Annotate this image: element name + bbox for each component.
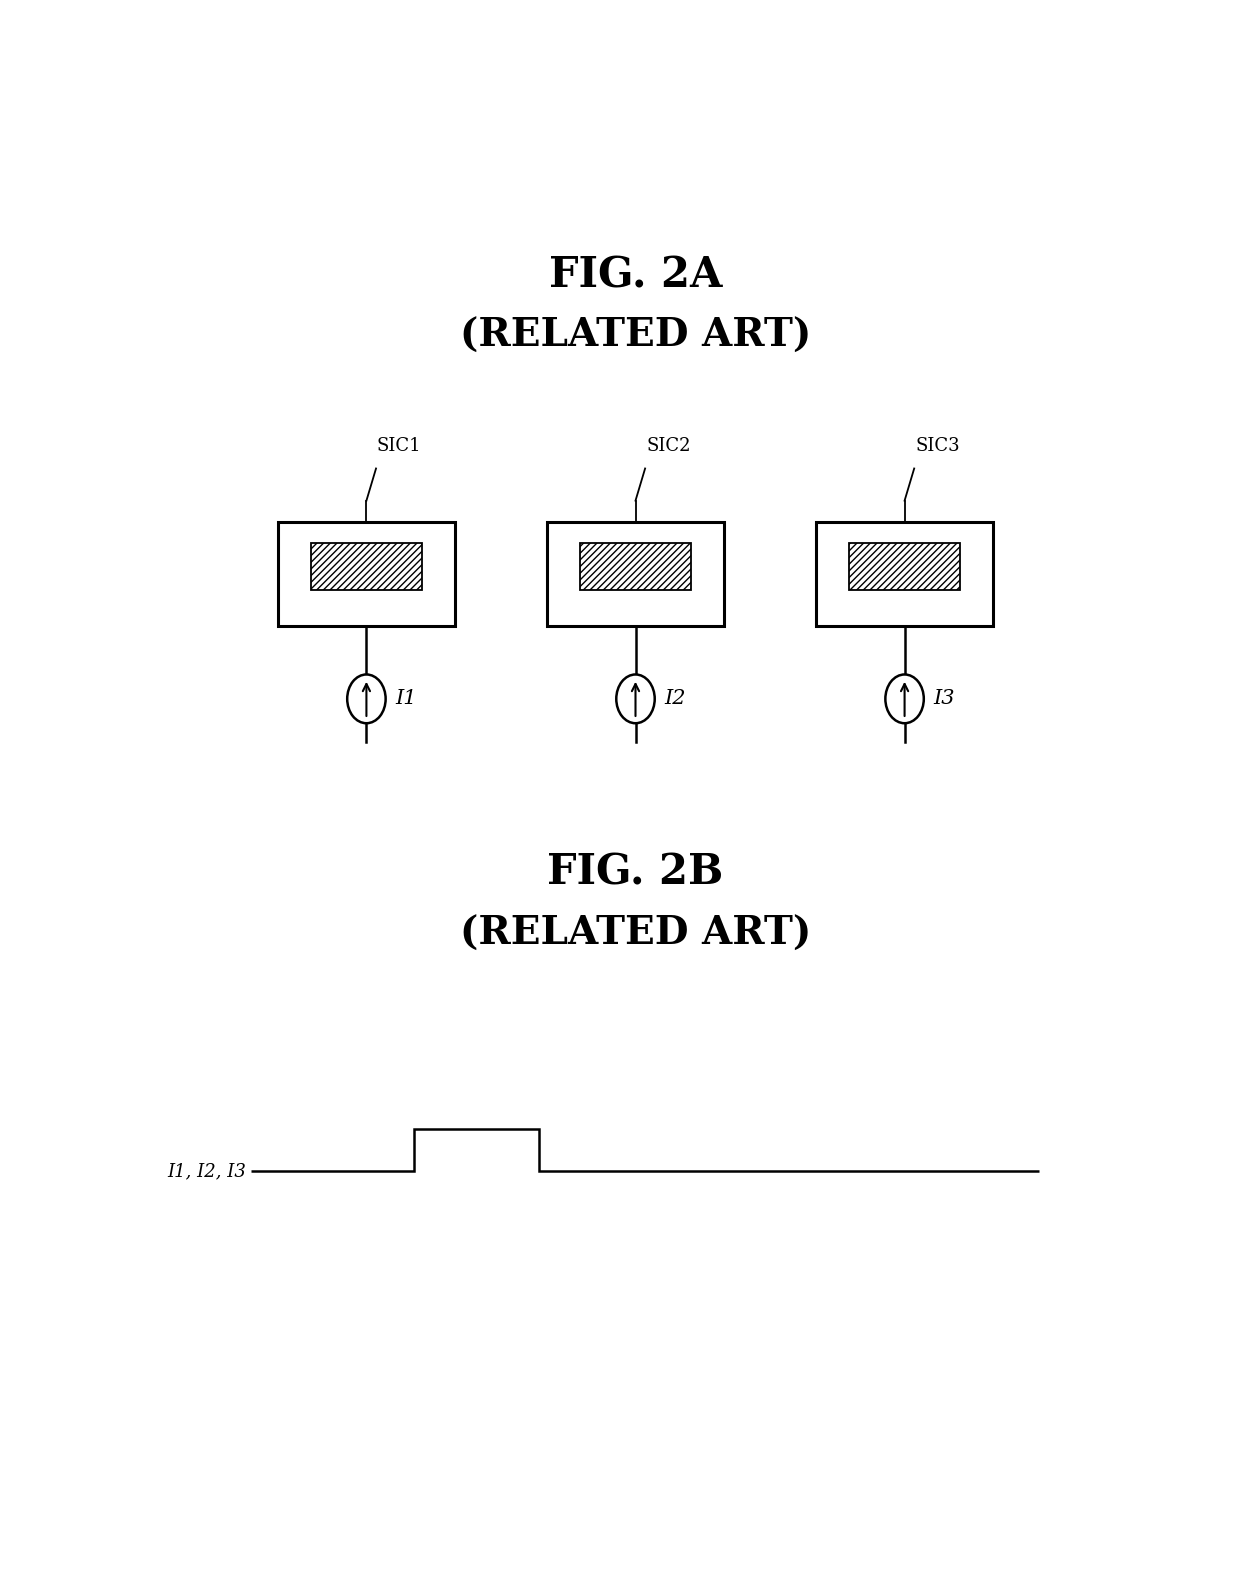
Text: SIC1: SIC1	[377, 437, 422, 454]
Text: FIG. 2A: FIG. 2A	[549, 255, 722, 296]
Bar	[311, 543, 422, 590]
Bar	[547, 522, 724, 625]
Text: (RELATED ART): (RELATED ART)	[460, 915, 811, 953]
Text: I1, I2, I3: I1, I2, I3	[167, 1162, 247, 1181]
Bar	[580, 543, 691, 590]
Text: I3: I3	[934, 689, 955, 708]
Bar	[816, 522, 993, 625]
Text: I1: I1	[396, 689, 417, 708]
Text: SIC3: SIC3	[915, 437, 960, 454]
Bar	[849, 543, 960, 590]
Text: (RELATED ART): (RELATED ART)	[460, 317, 811, 355]
Text: I2: I2	[665, 689, 686, 708]
Circle shape	[347, 674, 386, 723]
Bar	[278, 522, 455, 625]
Circle shape	[616, 674, 655, 723]
Circle shape	[885, 674, 924, 723]
Text: FIG. 2B: FIG. 2B	[547, 852, 724, 893]
Text: SIC2: SIC2	[646, 437, 691, 454]
